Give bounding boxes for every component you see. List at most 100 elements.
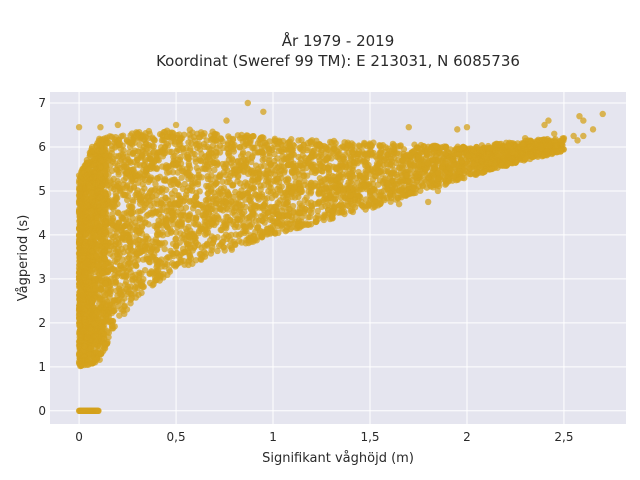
scatter-point	[142, 235, 149, 243]
scatter-point	[415, 154, 422, 161]
scatter-point	[348, 206, 356, 214]
scatter-point	[98, 182, 105, 190]
scatter-point	[210, 159, 217, 166]
scatter-point	[102, 280, 109, 288]
scatter-point	[81, 343, 88, 350]
scatter-point	[123, 220, 131, 228]
scatter-point	[240, 222, 247, 230]
scatter-point	[422, 166, 430, 174]
scatter-point	[274, 175, 282, 182]
scatter-point	[482, 156, 490, 163]
scatter-point	[113, 229, 120, 237]
scatter-point	[312, 214, 319, 222]
scatter-point	[159, 206, 166, 214]
scatter-point	[219, 223, 227, 230]
scatter-point	[455, 163, 462, 171]
scatter-point	[143, 140, 150, 148]
scatter-point	[394, 143, 402, 150]
scatter-point	[161, 239, 169, 247]
scatter-point	[164, 197, 172, 204]
scatter-point	[100, 318, 108, 326]
scatter-point	[400, 150, 407, 158]
scatter-point	[266, 138, 273, 145]
scatter-point	[119, 215, 127, 223]
scatter-point	[77, 179, 84, 187]
scatter-point	[88, 248, 96, 255]
scatter-point	[98, 147, 106, 155]
scatter-point	[163, 216, 170, 224]
scatter-point	[348, 180, 356, 187]
scatter-point	[182, 237, 190, 245]
scatter-point	[102, 161, 110, 169]
scatter-point	[375, 202, 382, 209]
scatter-point	[271, 150, 278, 158]
scatter-point	[191, 150, 198, 158]
scatter-point	[207, 250, 215, 257]
scatter-point	[502, 149, 509, 156]
scatter-point	[509, 149, 516, 156]
scatter-point	[546, 142, 554, 149]
scatter-point	[128, 204, 135, 211]
scatter-point	[268, 194, 276, 202]
scatter-point	[128, 178, 135, 185]
scatter-point	[281, 167, 288, 174]
scatter-point	[204, 172, 211, 180]
scatter-point	[442, 150, 449, 157]
scatter-point	[98, 267, 105, 274]
scatter-point	[310, 147, 318, 154]
scatter-point	[365, 201, 373, 208]
scatter-point	[267, 161, 274, 169]
scatter-point	[214, 233, 221, 241]
scatter-point	[215, 216, 222, 223]
scatter-point	[201, 242, 208, 250]
scatter-point	[216, 142, 224, 149]
scatter-point	[238, 239, 245, 246]
scatter-point	[314, 207, 321, 215]
scatter-point	[492, 159, 500, 166]
scatter-point	[311, 200, 319, 208]
scatter-point	[267, 230, 274, 237]
scatter-point	[177, 213, 184, 220]
scatter-point	[405, 190, 412, 198]
scatter-point	[110, 253, 117, 260]
scatter-point	[244, 189, 251, 197]
scatter-point	[195, 227, 203, 235]
scatter-point	[229, 145, 237, 153]
scatter-point	[88, 297, 95, 305]
scatter-point	[183, 187, 191, 195]
scatter-point	[332, 165, 340, 173]
chart-title-line2: Koordinat (Sweref 99 TM): E 213031, N 60…	[156, 52, 520, 70]
scatter-point	[224, 213, 231, 221]
scatter-point	[182, 204, 190, 211]
scatter-point	[247, 197, 254, 205]
scatter-point	[163, 133, 171, 140]
scatter-point	[215, 195, 222, 203]
scatter-point	[337, 160, 344, 167]
scatter-point	[138, 282, 146, 289]
scatter-point	[84, 243, 92, 250]
scatter-point	[146, 279, 154, 287]
scatter-point	[221, 247, 228, 254]
scatter-point	[122, 184, 130, 192]
scatter-point	[242, 203, 249, 211]
scatter-point	[169, 169, 177, 176]
scatter-point	[211, 130, 218, 138]
scatter-point	[127, 300, 134, 307]
scatter-point	[134, 130, 141, 137]
scatter-point	[427, 164, 435, 171]
scatter-point	[335, 209, 342, 216]
scatter-point	[77, 236, 84, 244]
scatter-point	[115, 152, 123, 160]
scatter-point	[110, 266, 117, 273]
scatter-point	[126, 238, 133, 245]
scatter-point	[363, 169, 370, 176]
scatter-point	[295, 193, 302, 201]
scatter-point	[225, 133, 232, 140]
scatter-point	[389, 169, 396, 176]
scatter-point	[251, 169, 258, 177]
scatter-point	[387, 150, 395, 158]
scatter-point	[153, 256, 160, 264]
scatter-point	[256, 229, 264, 236]
scatter-point	[301, 177, 308, 185]
scatter-point	[123, 306, 131, 313]
